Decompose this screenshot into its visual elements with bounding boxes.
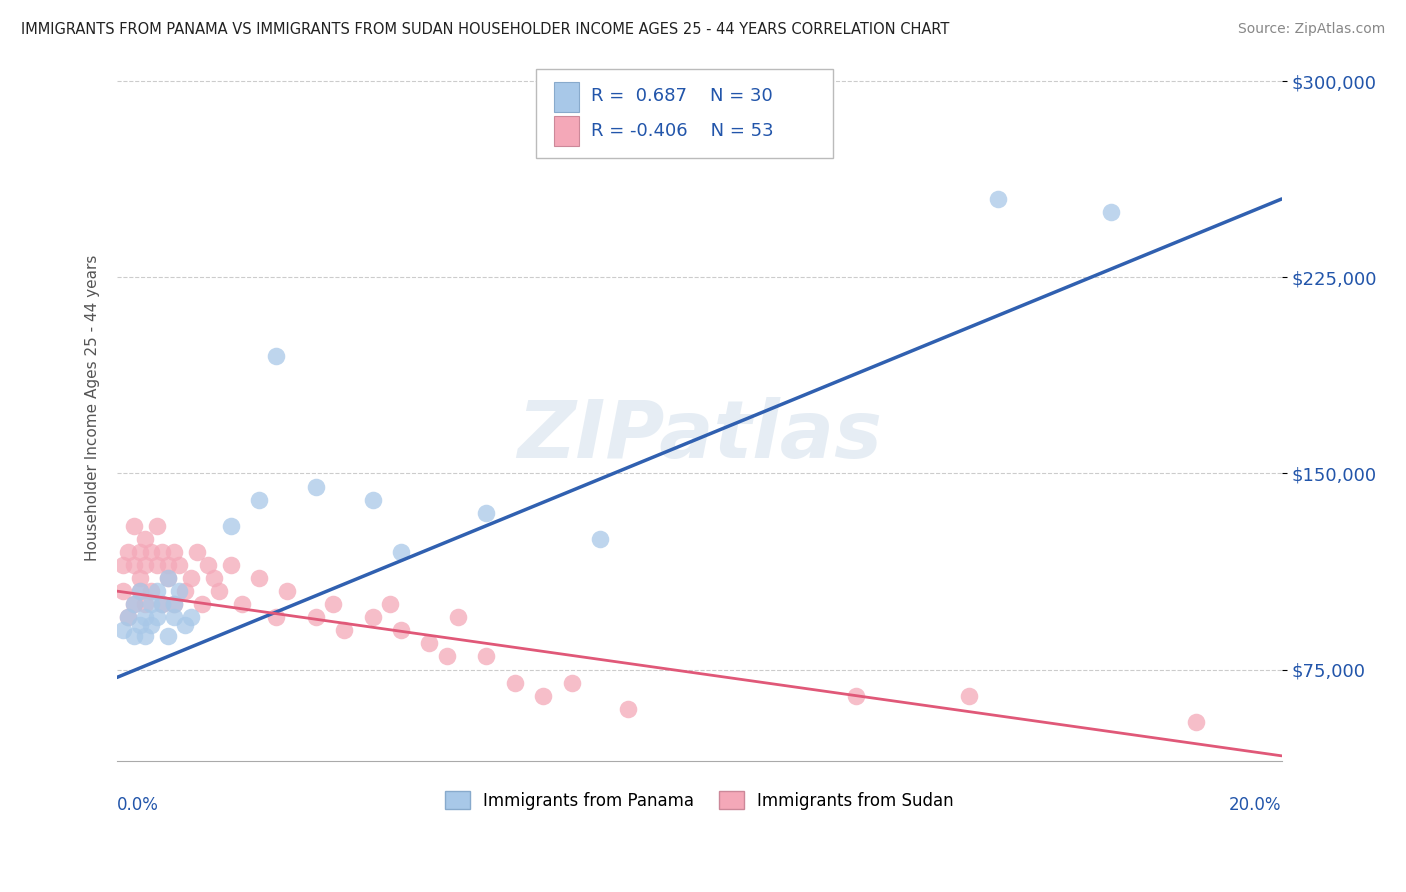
Point: [128, 571, 150, 585]
Point: [134, 532, 156, 546]
Point: [157, 571, 180, 585]
Text: IMMIGRANTS FROM PANAMA VS IMMIGRANTS FROM SUDAN HOUSEHOLDER INCOME AGES 25 - 44 : IMMIGRANTS FROM PANAMA VS IMMIGRANTS FRO…: [21, 22, 949, 37]
Point: [169, 584, 191, 599]
Point: [503, 675, 526, 690]
Point: [560, 675, 582, 690]
Point: [128, 584, 150, 599]
Point: [475, 506, 498, 520]
Point: [163, 545, 186, 559]
Point: [219, 558, 242, 572]
Point: [139, 618, 162, 632]
Point: [202, 571, 225, 585]
Point: [122, 558, 145, 572]
Point: [361, 492, 384, 507]
Point: [145, 584, 167, 599]
Point: [128, 584, 150, 599]
Point: [589, 532, 612, 546]
Point: [957, 689, 980, 703]
Point: [389, 545, 412, 559]
FancyBboxPatch shape: [554, 82, 579, 112]
Point: [122, 597, 145, 611]
Point: [174, 618, 197, 632]
Point: [134, 629, 156, 643]
Point: [152, 545, 174, 559]
Point: [122, 629, 145, 643]
Point: [447, 610, 470, 624]
Point: [145, 558, 167, 572]
Point: [122, 597, 145, 611]
Point: [163, 597, 186, 611]
Point: [157, 571, 180, 585]
Point: [111, 558, 134, 572]
Point: [157, 629, 180, 643]
Point: [305, 479, 328, 493]
Point: [163, 610, 186, 624]
Point: [987, 192, 1010, 206]
Point: [264, 610, 287, 624]
Point: [128, 618, 150, 632]
FancyBboxPatch shape: [554, 116, 579, 145]
Point: [197, 558, 219, 572]
Point: [276, 584, 298, 599]
Point: [305, 610, 328, 624]
Point: [152, 597, 174, 611]
Point: [389, 624, 412, 638]
Text: R = -0.406    N = 53: R = -0.406 N = 53: [591, 121, 773, 140]
Point: [145, 518, 167, 533]
Point: [145, 610, 167, 624]
Point: [186, 545, 208, 559]
Point: [617, 702, 640, 716]
Text: Source: ZipAtlas.com: Source: ZipAtlas.com: [1237, 22, 1385, 37]
Point: [122, 518, 145, 533]
Point: [208, 584, 231, 599]
Text: 0.0%: 0.0%: [117, 797, 159, 814]
Y-axis label: Householder Income Ages 25 - 44 years: Householder Income Ages 25 - 44 years: [86, 255, 100, 561]
Point: [231, 597, 253, 611]
Point: [157, 558, 180, 572]
Point: [111, 624, 134, 638]
Point: [1099, 205, 1122, 219]
Point: [139, 584, 162, 599]
Point: [333, 624, 356, 638]
Point: [169, 558, 191, 572]
Point: [134, 610, 156, 624]
Point: [378, 597, 401, 611]
Point: [111, 584, 134, 599]
Point: [117, 610, 139, 624]
Point: [117, 545, 139, 559]
Point: [1185, 714, 1208, 729]
Text: R =  0.687    N = 30: R = 0.687 N = 30: [591, 87, 773, 105]
Point: [361, 610, 384, 624]
Point: [152, 597, 174, 611]
Point: [191, 597, 214, 611]
Point: [247, 571, 270, 585]
Point: [418, 636, 440, 650]
Point: [475, 649, 498, 664]
Point: [128, 545, 150, 559]
Legend: Immigrants from Panama, Immigrants from Sudan: Immigrants from Panama, Immigrants from …: [439, 785, 960, 816]
Point: [264, 349, 287, 363]
Point: [322, 597, 344, 611]
Point: [134, 597, 156, 611]
Point: [163, 597, 186, 611]
Point: [180, 610, 202, 624]
Point: [134, 558, 156, 572]
Point: [845, 689, 868, 703]
Text: 20.0%: 20.0%: [1229, 797, 1282, 814]
Point: [247, 492, 270, 507]
Text: ZIPatlas: ZIPatlas: [517, 397, 882, 475]
Point: [531, 689, 554, 703]
Point: [436, 649, 458, 664]
Point: [139, 545, 162, 559]
Point: [219, 518, 242, 533]
FancyBboxPatch shape: [536, 70, 834, 158]
Point: [180, 571, 202, 585]
Point: [117, 610, 139, 624]
Point: [174, 584, 197, 599]
Point: [139, 597, 162, 611]
